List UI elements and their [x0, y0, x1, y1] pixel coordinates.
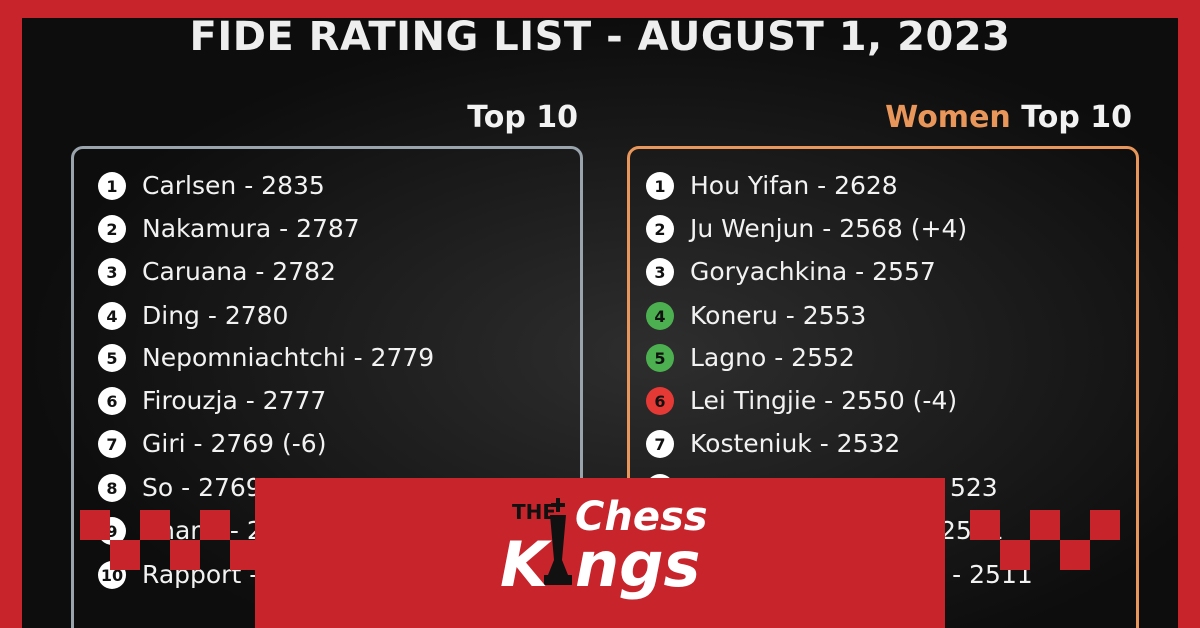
entry-text: Firouzja - 2777: [142, 386, 327, 415]
rank-badge: 3: [98, 258, 126, 286]
open-panel: [71, 146, 583, 628]
entry-text: Ding - 2780: [142, 301, 289, 330]
logo-k: K: [500, 528, 549, 601]
checker-left: [80, 510, 260, 570]
title: FIDE RATING LIST - AUGUST 1, 2023: [189, 14, 1011, 60]
entry-text: Lagno - 2552: [690, 343, 855, 372]
rank-badge: 4: [646, 302, 674, 330]
entry-text: Caruana - 2782: [142, 257, 336, 286]
logo-the: THE: [512, 500, 557, 524]
rank-badge: 2: [98, 215, 126, 243]
rank-badge: 6: [98, 387, 126, 415]
king-icon: [544, 498, 572, 585]
entry-text: Hou Yifan - 2628: [690, 171, 898, 200]
entry-text: Nepomniachtchi - 2779: [142, 343, 435, 372]
rank-badge: 2: [646, 215, 674, 243]
rank-badge: 1: [98, 172, 126, 200]
entry-text: Carlsen - 2835: [142, 171, 325, 200]
entry-text: Goryachkina - 2557: [690, 257, 936, 286]
rank-badge: 8: [98, 474, 126, 502]
entry-text: Lei Tingjie - 2550 (-4): [690, 386, 958, 415]
rank-badge: 6: [646, 387, 674, 415]
rank-badge: 3: [646, 258, 674, 286]
banner-shape: [255, 478, 945, 628]
open-heading: Top 10: [467, 100, 578, 135]
checker-right: [970, 510, 1120, 570]
entry-text: Ju Wenjun - 2568 (+4): [690, 214, 968, 243]
women-heading-text: Top 10: [1021, 100, 1132, 135]
women-heading-accent: Women: [885, 100, 1011, 135]
rank-badge: 1: [646, 172, 674, 200]
rank-badge: 5: [98, 344, 126, 372]
logo-chess: Chess: [575, 494, 708, 540]
women-panel: [627, 146, 1139, 628]
entry-text: Koneru - 2553: [690, 301, 867, 330]
rank-badge: 4: [98, 302, 126, 330]
women-heading: Women Top 10: [885, 100, 1132, 135]
logo-ngs: ngs: [575, 528, 701, 601]
rank-badge: 7: [98, 430, 126, 458]
entry-text: 523: [950, 473, 998, 502]
entry-text: Nakamura - 2787: [142, 214, 360, 243]
rank-badge: 7: [646, 430, 674, 458]
entry-text: So - 2769: [142, 473, 262, 502]
entry-text: Kosteniuk - 2532: [690, 429, 901, 458]
entry-text: Giri - 2769 (-6): [142, 429, 327, 458]
rank-badge: 5: [646, 344, 674, 372]
